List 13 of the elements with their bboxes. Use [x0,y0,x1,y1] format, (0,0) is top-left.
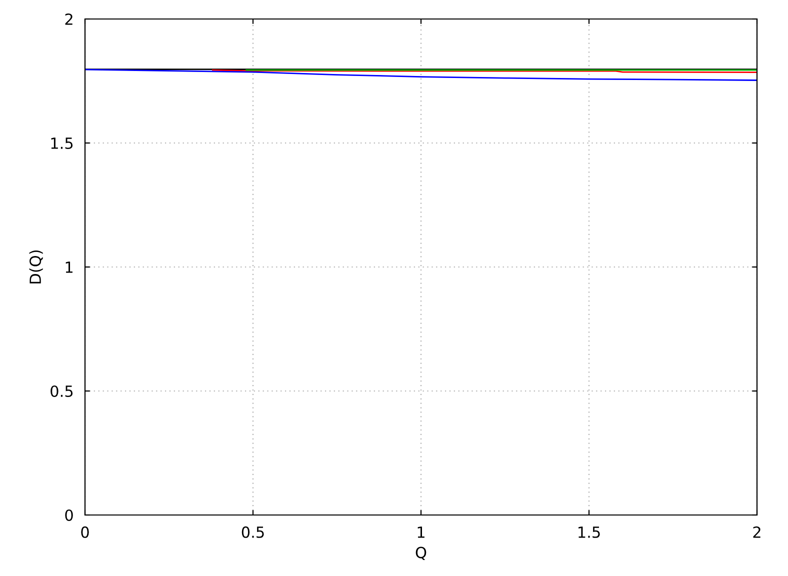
y-tick-label: 0.5 [50,385,73,398]
x-axis-title: Q [416,546,426,560]
y-tick-label: 2 [65,13,72,25]
x-tick-label: 2 [753,526,760,538]
y-tick-label: 0 [65,509,73,522]
y-tick-label: 1.5 [51,138,73,150]
y-tick-label: 1 [66,262,72,273]
line-series [85,68,757,81]
x-tick-label: 1.5 [578,526,600,538]
x-tick-label: 1 [418,526,424,538]
y-axis-title: D(Q) [29,250,43,284]
x-tick-label: 0.5 [242,526,264,538]
x-tick-label: 0 [81,526,89,538]
